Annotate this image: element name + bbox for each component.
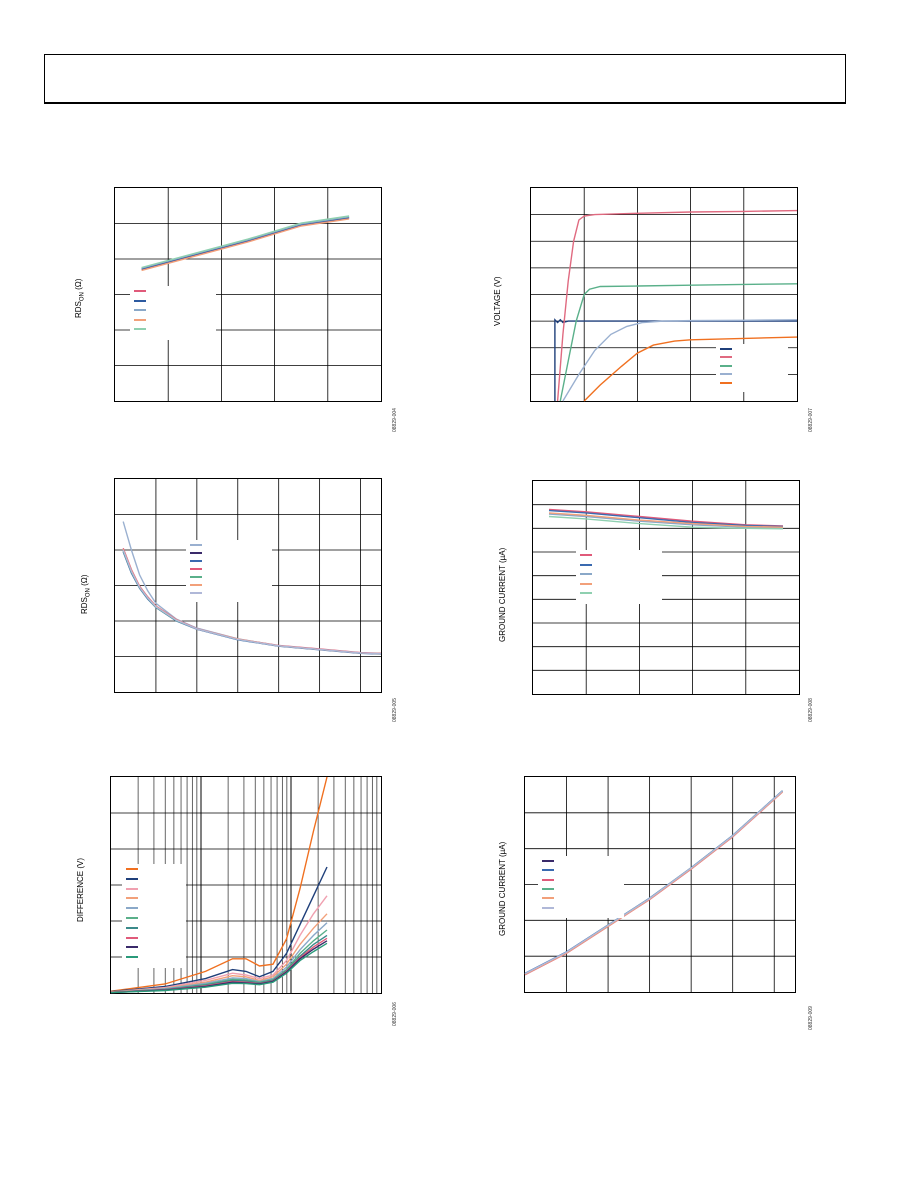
series-line-5 (141, 215, 350, 269)
legend-swatch-6 (126, 917, 138, 919)
legend-swatch-2 (542, 869, 554, 872)
series-line-2 (556, 209, 798, 402)
figure-id: 08829-005 (392, 698, 398, 722)
series-line-3 (110, 895, 328, 993)
legend (538, 856, 624, 918)
legend (576, 550, 662, 604)
chart-svg (531, 188, 798, 402)
figure-id: 08829-004 (392, 408, 398, 432)
figure-id: 08829-007 (808, 408, 814, 432)
figure-id: 08829-008 (808, 698, 814, 722)
series-line-4 (562, 319, 798, 402)
series-line-5 (583, 336, 798, 402)
legend (122, 864, 186, 968)
chart-svg (533, 481, 799, 694)
legend-swatch-4 (580, 582, 592, 585)
legend-swatch-5 (126, 907, 138, 910)
legend-swatch-3 (126, 887, 138, 890)
y-axis-label: DIFFERENCE (V) (76, 858, 85, 922)
legend-swatch-1 (190, 544, 202, 546)
legend-swatch-3 (190, 560, 202, 562)
legend (186, 540, 272, 602)
legend-swatch-1 (720, 348, 732, 350)
chart-svg (115, 188, 381, 401)
series-line-6 (524, 790, 783, 975)
legend-swatch-4 (126, 897, 138, 900)
legend-swatch-8 (126, 936, 138, 939)
legend-swatch-1 (134, 290, 146, 292)
legend (716, 344, 788, 392)
series-line-7 (122, 549, 382, 655)
legend-swatch-2 (190, 552, 202, 554)
figure-id: 08829-009 (808, 1006, 814, 1030)
legend-swatch-4 (542, 888, 554, 890)
legend-swatch-5 (580, 592, 592, 595)
legend-swatch-4 (720, 373, 732, 376)
series-line-5 (548, 515, 784, 530)
plot-area (532, 480, 800, 695)
legend-swatch-5 (190, 576, 202, 578)
legend-swatch-3 (134, 309, 146, 312)
series-line-2 (548, 509, 784, 528)
series-line-4 (110, 913, 328, 993)
legend-swatch-1 (126, 868, 138, 870)
legend-swatch-9 (126, 946, 138, 949)
y-axis-label: VOLTAGE (V) (493, 276, 502, 327)
legend-swatch-2 (126, 877, 138, 880)
series-line-2 (110, 866, 328, 993)
legend-swatch-4 (134, 318, 146, 321)
chart-svg (110, 776, 381, 994)
chart-svg (524, 777, 795, 992)
legend (130, 286, 216, 340)
legend-swatch-2 (134, 299, 146, 302)
series-line-1 (110, 776, 328, 992)
legend-swatch-3 (542, 878, 554, 881)
legend-swatch-2 (580, 563, 592, 566)
series-line-4 (548, 512, 784, 528)
chart-svg (115, 479, 382, 692)
y-axis-label: GROUND CURRENT (µA) (498, 547, 507, 642)
legend-swatch-6 (190, 584, 202, 586)
figure-id: 08829-006 (392, 1002, 398, 1026)
y-axis-label: RDSON (Ω) (74, 278, 86, 318)
legend-swatch-10 (126, 956, 138, 959)
page-header-box (44, 54, 846, 104)
legend-swatch-4 (190, 568, 202, 570)
legend-swatch-3 (580, 573, 592, 576)
series-line-3 (559, 283, 798, 402)
legend-swatch-5 (720, 381, 732, 384)
legend-swatch-5 (134, 328, 146, 331)
legend-swatch-6 (542, 906, 554, 909)
legend-swatch-5 (542, 897, 554, 900)
legend-swatch-7 (190, 592, 202, 594)
legend-swatch-1 (580, 554, 592, 556)
legend-swatch-3 (720, 364, 732, 367)
series-line-3 (548, 513, 784, 529)
series-line-10 (110, 942, 328, 994)
legend-swatch-7 (126, 926, 138, 929)
legend-swatch-1 (542, 860, 554, 862)
legend-swatch-2 (720, 356, 732, 359)
y-axis-label: RDSON (Ω) (80, 574, 92, 614)
y-axis-label: GROUND CURRENT (µA) (498, 841, 507, 936)
series-line-4 (141, 218, 350, 272)
series-line-1 (554, 318, 797, 401)
plot-area (530, 187, 798, 402)
